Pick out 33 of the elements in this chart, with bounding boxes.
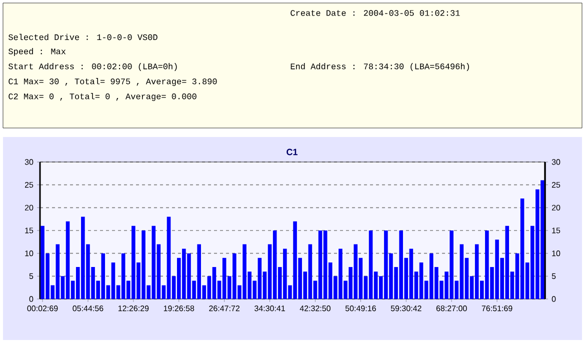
text: C2 Max= 0 , Total= 0 , Average= 0.000 [8, 93, 196, 101]
x-tick-label: 50:49:16 [345, 306, 376, 312]
x-tick-label: 05:44:56 [72, 306, 104, 312]
text: C1 Max= 30 , Total= 9975 , Average= 3.890 [8, 78, 217, 86]
y-tick-label: 0 [29, 296, 34, 302]
y-tick-label: 15 [25, 228, 34, 234]
y2-tick-label: 0 [552, 296, 556, 302]
chart-title: C1 [286, 148, 298, 156]
y-tick-label: 20 [24, 204, 34, 210]
text: Selected Drive : 1-0-0-0 VS0D [8, 34, 158, 40]
y2-tick-label: 20 [552, 204, 560, 210]
y-tick-label: 10 [25, 250, 34, 256]
text: Speed : Max [8, 48, 66, 56]
y-tick-label: 25 [24, 182, 34, 188]
x-tick-label: 42:32:50 [300, 306, 330, 312]
y2-tick-label: 15 [552, 228, 560, 234]
x-tick-label: 76:51:69 [482, 306, 512, 312]
x-tick-label: 00:02:69 [27, 306, 58, 312]
x-tick-label: 12:26:29 [118, 306, 149, 312]
x-tick-label: 26:47:72 [209, 306, 240, 312]
x-tick-label: 34:30:41 [254, 306, 285, 312]
y2-tick-label: 5 [552, 273, 556, 279]
y2-tick-label: 30 [552, 159, 560, 165]
text: Create Date : 2004-03-05 01:02:31 [290, 10, 460, 16]
x-tick-label: 19:26:58 [164, 306, 194, 312]
y2-tick-label: 25 [552, 182, 560, 188]
text: End Address : 78:34:30 (LBA=56496h) [290, 63, 469, 71]
x-tick-label: 68:27:00 [436, 306, 467, 312]
y-tick-label: 5 [29, 273, 34, 279]
x-tick-label: 59:30:42 [390, 306, 422, 312]
y2-tick-label: 10 [552, 250, 560, 256]
text: Start Address : 00:02:00 (LBA=0h) [8, 63, 177, 71]
y-tick-label: 30 [24, 159, 34, 165]
